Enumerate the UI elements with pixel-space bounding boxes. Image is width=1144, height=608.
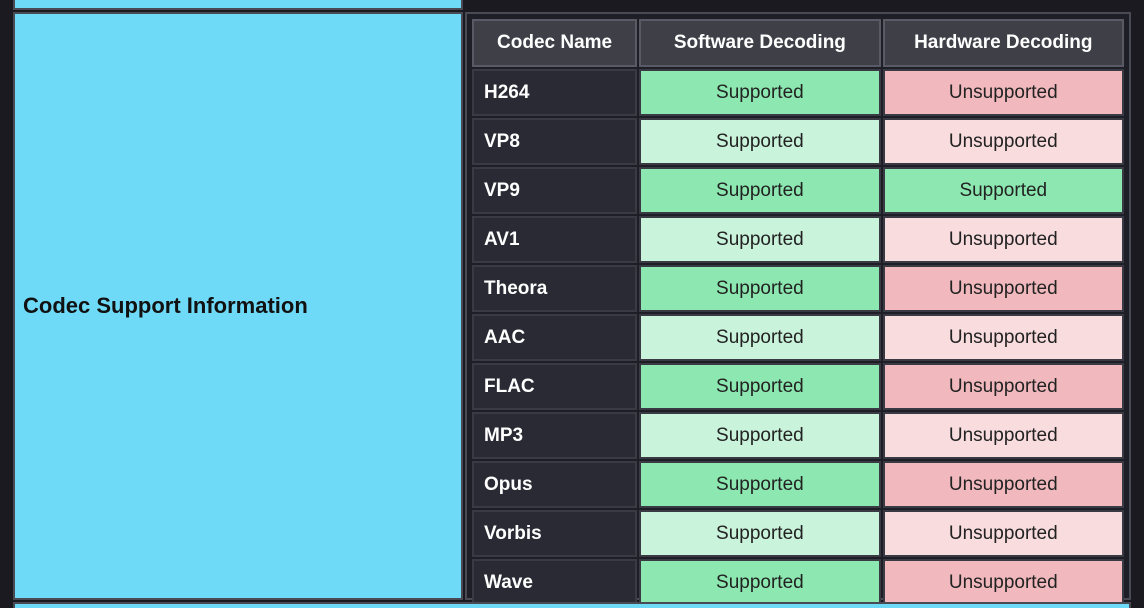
page-root: Codec Support Information Codec Name Sof… bbox=[0, 0, 1144, 608]
codec-table-panel: Codec Name Software Decoding Hardware De… bbox=[465, 12, 1131, 600]
software-decoding-status: Supported bbox=[639, 559, 880, 606]
table-header-row: Codec Name Software Decoding Hardware De… bbox=[472, 19, 1124, 67]
hardware-decoding-status: Unsupported bbox=[883, 363, 1124, 410]
codec-name-cell: Opus bbox=[472, 461, 637, 508]
col-header-software-decoding: Software Decoding bbox=[639, 19, 880, 67]
next-section-sliver bbox=[13, 602, 1131, 608]
table-row: MP3SupportedUnsupported bbox=[472, 412, 1124, 459]
software-decoding-status: Supported bbox=[639, 216, 880, 263]
hardware-decoding-status: Unsupported bbox=[883, 559, 1124, 606]
hardware-decoding-status: Unsupported bbox=[883, 510, 1124, 557]
codec-section-row: Codec Support Information Codec Name Sof… bbox=[13, 12, 1131, 600]
software-decoding-status: Supported bbox=[639, 167, 880, 214]
codec-name-cell: VP8 bbox=[472, 118, 637, 165]
codec-name-cell: AV1 bbox=[472, 216, 637, 263]
software-decoding-status: Supported bbox=[639, 510, 880, 557]
table-row: TheoraSupportedUnsupported bbox=[472, 265, 1124, 312]
table-row: VorbisSupportedUnsupported bbox=[472, 510, 1124, 557]
col-header-codec-name: Codec Name bbox=[472, 19, 637, 67]
hardware-decoding-status: Unsupported bbox=[883, 314, 1124, 361]
software-decoding-status: Supported bbox=[639, 412, 880, 459]
section-title: Codec Support Information bbox=[23, 293, 308, 319]
software-decoding-status: Supported bbox=[639, 363, 880, 410]
codec-name-cell: MP3 bbox=[472, 412, 637, 459]
hardware-decoding-status: Unsupported bbox=[883, 461, 1124, 508]
codec-name-cell: AAC bbox=[472, 314, 637, 361]
table-row: AV1SupportedUnsupported bbox=[472, 216, 1124, 263]
software-decoding-status: Supported bbox=[639, 69, 880, 116]
table-row: OpusSupportedUnsupported bbox=[472, 461, 1124, 508]
table-row: H264SupportedUnsupported bbox=[472, 69, 1124, 116]
section-label-panel: Codec Support Information bbox=[13, 12, 463, 600]
codec-name-cell: Vorbis bbox=[472, 510, 637, 557]
table-row: AACSupportedUnsupported bbox=[472, 314, 1124, 361]
table-row: VP9SupportedSupported bbox=[472, 167, 1124, 214]
hardware-decoding-status: Supported bbox=[883, 167, 1124, 214]
codec-name-cell: Wave bbox=[472, 559, 637, 606]
hardware-decoding-status: Unsupported bbox=[883, 69, 1124, 116]
table-row: WaveSupportedUnsupported bbox=[472, 559, 1124, 606]
hardware-decoding-status: Unsupported bbox=[883, 265, 1124, 312]
codec-name-cell: H264 bbox=[472, 69, 637, 116]
software-decoding-status: Supported bbox=[639, 118, 880, 165]
hardware-decoding-status: Unsupported bbox=[883, 216, 1124, 263]
prev-section-sliver bbox=[13, 0, 463, 10]
table-row: VP8SupportedUnsupported bbox=[472, 118, 1124, 165]
hardware-decoding-status: Unsupported bbox=[883, 412, 1124, 459]
table-row: FLACSupportedUnsupported bbox=[472, 363, 1124, 410]
col-header-hardware-decoding: Hardware Decoding bbox=[883, 19, 1124, 67]
codec-name-cell: FLAC bbox=[472, 363, 637, 410]
codec-name-cell: Theora bbox=[472, 265, 637, 312]
software-decoding-status: Supported bbox=[639, 461, 880, 508]
codec-support-table: Codec Name Software Decoding Hardware De… bbox=[470, 17, 1126, 608]
software-decoding-status: Supported bbox=[639, 265, 880, 312]
software-decoding-status: Supported bbox=[639, 314, 880, 361]
hardware-decoding-status: Unsupported bbox=[883, 118, 1124, 165]
codec-name-cell: VP9 bbox=[472, 167, 637, 214]
